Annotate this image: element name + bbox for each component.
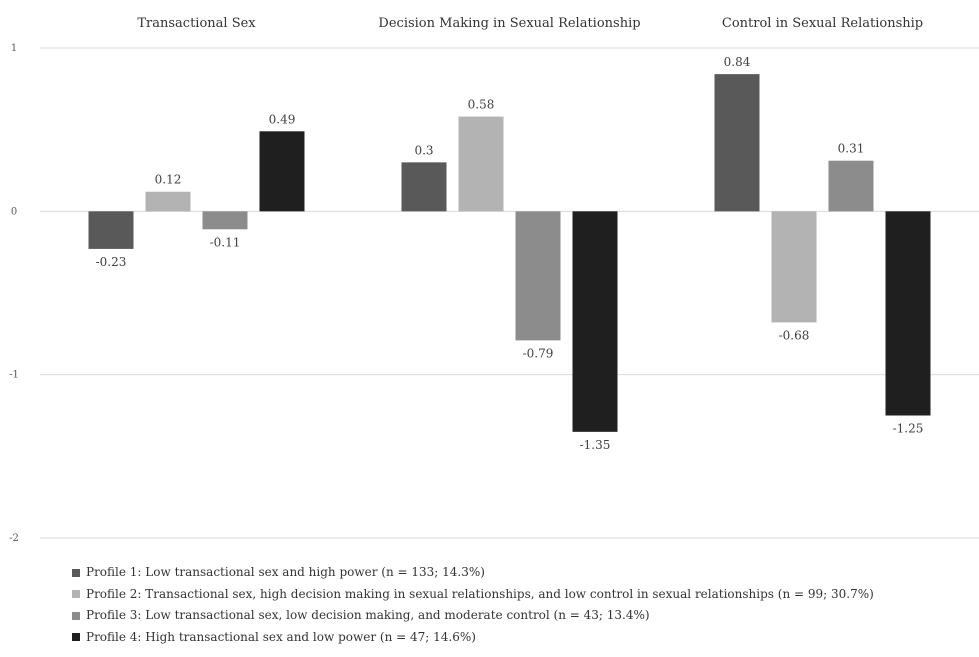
legend-swatch — [72, 611, 80, 620]
legend-label: Profile 2: Transactional sex, high decis… — [86, 586, 874, 601]
y-tick-label: -2 — [9, 533, 19, 544]
legend-swatch — [72, 568, 80, 577]
bar — [828, 160, 874, 212]
bar — [771, 211, 817, 323]
bar — [885, 211, 931, 416]
legend: Profile 1: Low transactional sex and hig… — [72, 562, 874, 648]
bar — [572, 211, 618, 432]
data-label: -0.68 — [779, 328, 810, 342]
data-label: -1.35 — [580, 438, 611, 452]
data-label: 0.3 — [414, 143, 433, 157]
bar — [88, 211, 134, 249]
legend-label: Profile 1: Low transactional sex and hig… — [86, 565, 485, 579]
legend-item: Profile 1: Low transactional sex and hig… — [72, 562, 874, 584]
legend-label: Profile 4: High transactional sex and lo… — [86, 629, 476, 644]
legend-swatch — [72, 590, 80, 599]
bar — [259, 131, 305, 212]
y-tick-label: 1 — [11, 43, 17, 54]
bar — [202, 211, 248, 230]
legend-item: Profile 2: Transactional sex, high decis… — [72, 584, 874, 606]
category-label: Decision Making in Sexual Relationship — [378, 16, 640, 31]
legend-item: Profile 4: High transactional sex and lo… — [72, 627, 874, 649]
legend-label: Profile 3: Low transactional sex, low de… — [86, 608, 650, 622]
bar — [458, 116, 504, 212]
bar — [145, 191, 191, 212]
data-label: -0.11 — [210, 235, 241, 249]
y-tick-label: -1 — [9, 370, 19, 381]
bar — [714, 74, 760, 212]
data-label: 0.49 — [269, 112, 296, 126]
y-tick-label: 0 — [11, 206, 17, 217]
data-label: -0.23 — [96, 255, 127, 269]
data-label: -0.79 — [523, 346, 554, 360]
data-label: -1.25 — [893, 422, 924, 436]
legend-swatch — [72, 633, 80, 642]
data-label: 0.12 — [155, 173, 182, 187]
data-label: 0.31 — [838, 142, 865, 156]
bar — [401, 162, 447, 212]
category-label: Transactional Sex — [137, 16, 256, 31]
data-label: 0.58 — [468, 98, 495, 112]
legend-item: Profile 3: Low transactional sex, low de… — [72, 605, 874, 627]
category-label: Control in Sexual Relationship — [722, 16, 923, 31]
bar — [515, 211, 561, 341]
data-label: 0.84 — [724, 55, 751, 69]
